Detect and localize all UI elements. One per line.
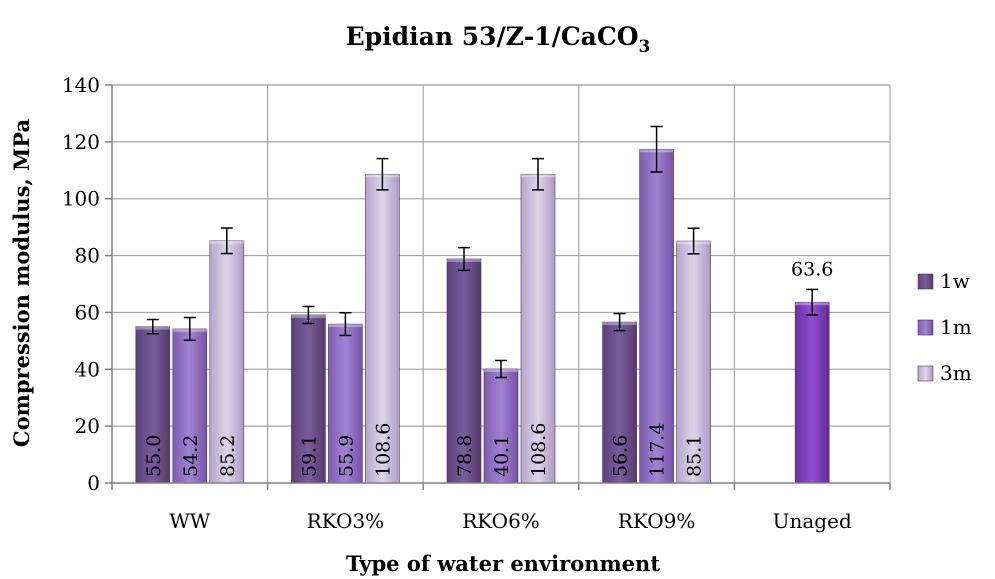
data-label-3m-RKO3%: 108.6 bbox=[372, 423, 394, 477]
bar-1w-RKO3% bbox=[291, 314, 326, 484]
bar-3m-RKO3% bbox=[365, 173, 400, 484]
legend-label-1w: 1w bbox=[940, 269, 970, 293]
data-label-1m-WW: 54.2 bbox=[180, 435, 202, 477]
data-label-1w-RKO3%: 59.1 bbox=[298, 435, 320, 477]
axes: WW RKO3% RKO6% RKO9% Unaged 0 20 40 60 80 100 120 14… bbox=[62, 73, 891, 533]
y-tick-label: 140 bbox=[62, 73, 100, 97]
bar-1m-RKO3% bbox=[328, 323, 363, 484]
bar-1m-RKO9% bbox=[639, 148, 674, 484]
data-label-1m-RKO3%: 55.9 bbox=[335, 435, 357, 477]
data-label-3m-WW: 85.2 bbox=[217, 435, 239, 477]
category-label-RKO9%: RKO9% bbox=[618, 509, 696, 533]
legend-swatch-3m bbox=[917, 365, 934, 382]
data-label-1w-RKO6%: 78.8 bbox=[454, 435, 476, 477]
category-label-RKO6%: RKO6% bbox=[462, 509, 540, 533]
y-tick-label: 60 bbox=[75, 300, 100, 324]
category-label-WW: WW bbox=[169, 509, 211, 533]
data-label-1w-WW: 55.0 bbox=[143, 435, 165, 477]
legend: 1w 1m 3m bbox=[917, 269, 972, 385]
y-tick-label: 120 bbox=[62, 130, 100, 154]
y-tick-label: 20 bbox=[75, 414, 100, 438]
y-tick-label: 80 bbox=[75, 244, 100, 268]
legend-label-1m: 1m bbox=[940, 315, 972, 339]
y-tick-label: 100 bbox=[62, 187, 100, 211]
data-labels: 55.0 54.2 85.2 59.1 55.9 108.6 78.8 40.1 108.6 56… bbox=[143, 258, 834, 477]
data-label-unaged: 63.6 bbox=[791, 258, 833, 280]
y-tick-label: 0 bbox=[87, 471, 100, 495]
y-axis-title: Compression modulus, MPa bbox=[9, 119, 34, 448]
bar-1w-RKO6% bbox=[446, 258, 482, 484]
category-label-RKO3%: RKO3% bbox=[307, 509, 385, 533]
x-axis-title: Type of water environment bbox=[346, 551, 660, 576]
bar-3m-RKO6% bbox=[520, 173, 556, 484]
data-label-1w-RKO9%: 56.6 bbox=[610, 435, 632, 477]
bar-1w-RKO9% bbox=[602, 321, 637, 484]
bar-3m-WW bbox=[209, 240, 245, 484]
bar-unaged bbox=[794, 301, 830, 484]
bar-1w-WW bbox=[135, 326, 171, 484]
data-label-3m-RKO9%: 85.1 bbox=[684, 435, 706, 477]
data-label-3m-RKO6%: 108.6 bbox=[528, 423, 550, 477]
category-label-Unaged: Unaged bbox=[773, 509, 852, 533]
data-label-1m-RKO6%: 40.1 bbox=[491, 435, 513, 477]
legend-swatch-1w bbox=[917, 273, 934, 290]
bar-3m-RKO9% bbox=[676, 240, 711, 484]
legend-label-3m: 3m bbox=[940, 361, 972, 385]
y-tick-label: 40 bbox=[75, 357, 100, 381]
data-label-1m-RKO9%: 117.4 bbox=[647, 423, 669, 477]
chart-title-main: Epidian 53/Z-1/CaCO bbox=[346, 22, 639, 51]
chart-title-subscript: 3 bbox=[639, 37, 651, 57]
chart-title: Epidian 53/Z-1/CaCO3 bbox=[346, 22, 651, 57]
bars bbox=[135, 125, 830, 484]
legend-swatch-1m bbox=[917, 319, 934, 336]
bar-1m-RKO6% bbox=[483, 368, 519, 484]
